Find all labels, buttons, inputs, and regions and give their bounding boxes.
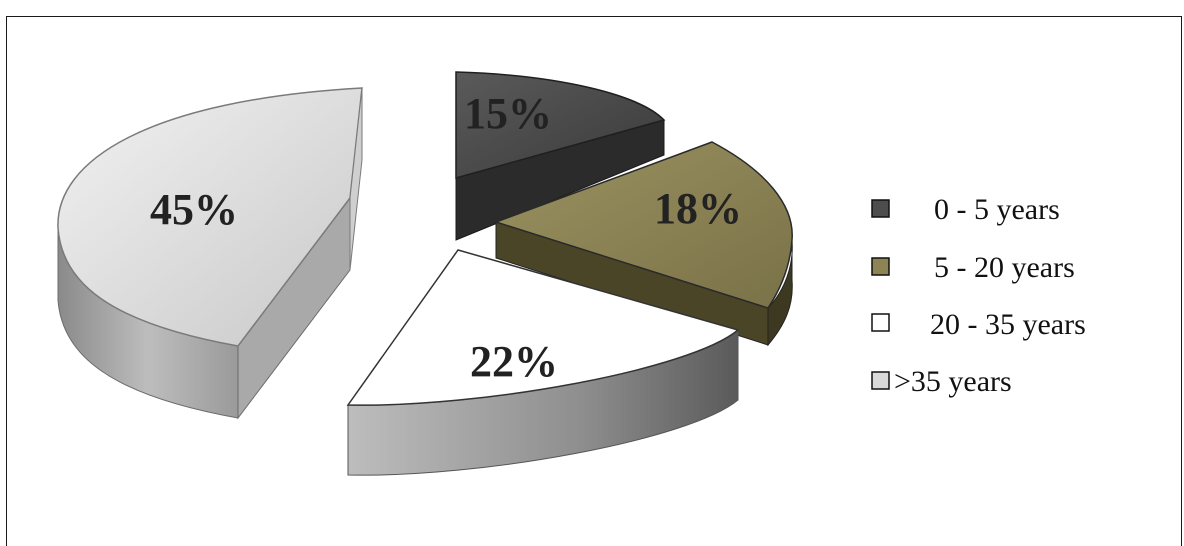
- chart-frame: [6, 16, 1182, 546]
- slice-0-5-years-top: [455, 71, 666, 179]
- legend-swatch-5-20-years: [871, 257, 890, 276]
- slice-over-35-years-top: [57, 87, 363, 347]
- slice-20-35-years: [346, 249, 740, 476]
- legend: 0 - 5 years 5 - 20 years 20 - 35 years >…: [871, 193, 1086, 398]
- slice-5-20-years-top: [493, 141, 793, 309]
- slice-over-35-years: [57, 87, 363, 420]
- slice-label-20-35-years: 22%: [470, 337, 558, 386]
- legend-label-over-35-years: >35 years: [894, 365, 1012, 398]
- slice-5-20-years-curve-side: [767, 239, 793, 347]
- legend-swatch-0-5-years: [871, 199, 890, 218]
- slice-0-5-years: [455, 71, 666, 241]
- slice-over-35-years-face: [349, 87, 363, 271]
- slice-5-20-years: [493, 141, 793, 347]
- legend-label-0-5-years: 0 - 5 years: [934, 193, 1060, 226]
- legend-swatch-20-35-years: [871, 313, 890, 332]
- legend-label-20-35-years: 20 - 35 years: [930, 308, 1086, 341]
- legend-label-5-20-years: 5 - 20 years: [934, 251, 1075, 284]
- slice-20-35-years-top: [346, 249, 740, 406]
- slice-label-5-20-years: 18%: [654, 184, 742, 233]
- slice-label-over-35-years: 45%: [150, 185, 238, 234]
- legend-swatch-over-35-years: [871, 371, 890, 390]
- slice-label-0-5-years: 15%: [464, 89, 552, 138]
